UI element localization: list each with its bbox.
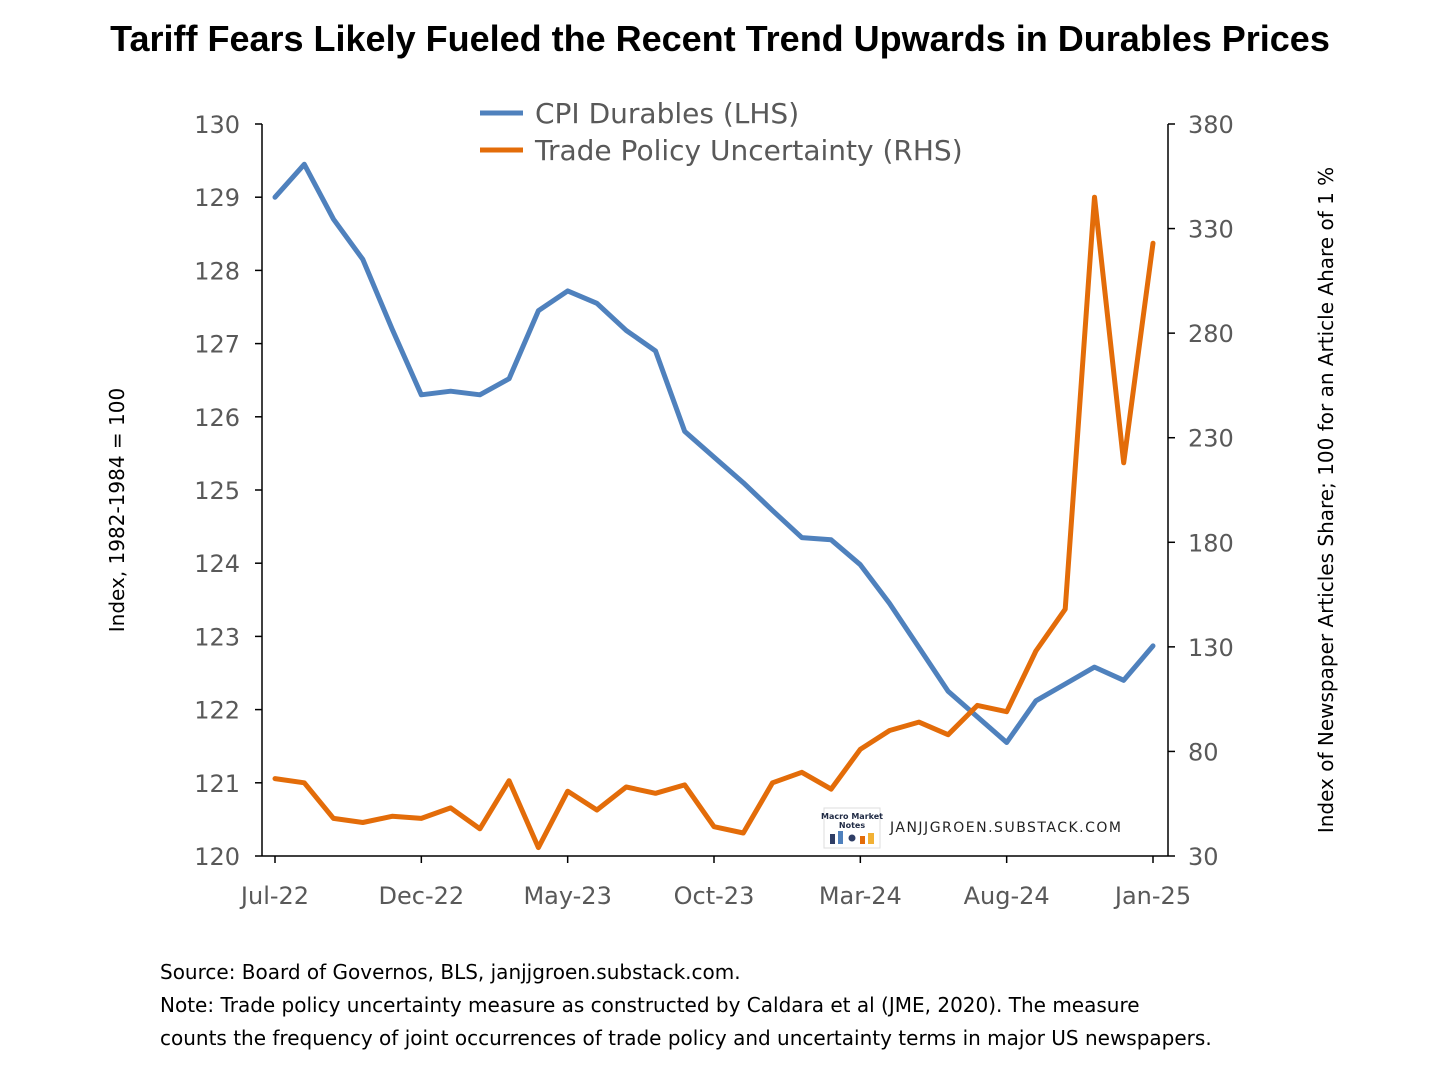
svg-text:Macro Market: Macro Market	[821, 812, 883, 821]
right-axis-tick-label: 30	[1188, 843, 1219, 871]
series-line-trade-policy-uncertainty	[272, 194, 1156, 851]
left-axis-tick-label: 122	[194, 697, 240, 725]
right-axis-tick-label: 80	[1188, 738, 1219, 766]
x-axis-tick-label: Aug-24	[964, 882, 1050, 910]
left-axis-tick-label: 130	[194, 111, 240, 139]
watermark: Macro Market Notes JANJJGROEN.SUBSTACK.C…	[821, 807, 1123, 849]
right-axis-tick-label: 130	[1188, 634, 1234, 662]
chart-notes: Source: Board of Governos, BLS, janjjgro…	[160, 956, 1420, 1055]
source-note: Source: Board of Governos, BLS, janjjgro…	[160, 960, 741, 984]
left-axis-tick-label: 127	[194, 331, 240, 359]
chart-title: Tariff Fears Likely Fueled the Recent Tr…	[110, 18, 1330, 59]
macro-market-notes-logo: Macro Market Notes	[821, 807, 883, 849]
left-axis-tick-label: 124	[194, 550, 240, 578]
x-axis-tick-label: Jan-25	[1113, 882, 1191, 910]
right-axis-tick-label: 180	[1188, 529, 1234, 557]
chart-axes: 120 121 122 123 124 125 126 127 128 129 130 30 80 130…	[194, 111, 1234, 910]
left-axis-title: Index, 1982-1984 = 100	[105, 388, 129, 632]
chart-legend: CPI Durables (LHS) Trade Policy Uncertai…	[480, 97, 963, 167]
right-axis-title: Index of Newspaper Articles Share; 100 f…	[1314, 167, 1338, 833]
left-axis-tick-label: 129	[194, 184, 240, 212]
svg-text:Notes: Notes	[839, 821, 865, 830]
right-axis-tick-label: 380	[1188, 111, 1234, 139]
left-axis-tick-label: 125	[194, 477, 240, 505]
series-line-cpi-durables	[272, 161, 1156, 745]
methodology-note-line-2: counts the frequency of joint occurrence…	[160, 1026, 1212, 1050]
legend-label-cpi-durables: CPI Durables (LHS)	[535, 97, 799, 130]
left-axis-tick-label: 126	[194, 404, 240, 432]
right-axis-tick-label: 230	[1188, 425, 1234, 453]
left-axis-tick-label: 123	[194, 623, 240, 651]
left-axis-tick-label: 128	[194, 257, 240, 285]
legend-label-trade-policy-uncertainty: Trade Policy Uncertainty (RHS)	[534, 134, 963, 167]
x-axis-tick-label: Dec-22	[379, 882, 465, 910]
x-axis-tick-label: Jul-22	[239, 882, 309, 910]
left-axis-tick-label: 120	[194, 843, 240, 871]
right-axis-tick-label: 330	[1188, 216, 1234, 244]
x-axis-tick-label: Mar-24	[819, 882, 902, 910]
chart-series	[272, 161, 1156, 851]
x-axis-tick-label: May-23	[523, 882, 611, 910]
x-axis-tick-label: Oct-23	[674, 882, 755, 910]
watermark-text: JANJJGROEN.SUBSTACK.COM	[889, 820, 1123, 836]
right-axis-tick-label: 280	[1188, 320, 1234, 348]
methodology-note-line-1: Note: Trade policy uncertainty measure a…	[160, 993, 1140, 1017]
left-axis-tick-label: 121	[194, 770, 240, 798]
